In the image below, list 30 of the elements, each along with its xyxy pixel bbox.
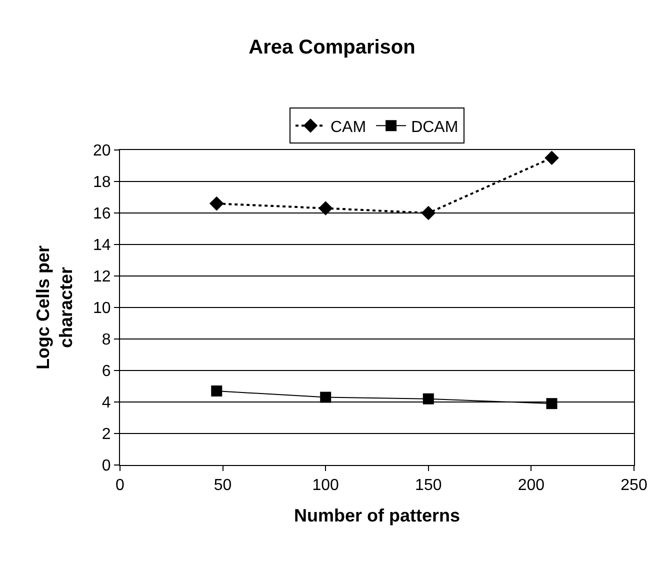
x-tick-label: 100 — [312, 477, 340, 494]
x-tick-label: 0 — [116, 477, 125, 494]
y-tick-label: 12 — [93, 268, 111, 286]
x-axis-title: Number of patterns — [294, 505, 460, 526]
point — [209, 196, 224, 211]
point — [318, 201, 333, 216]
chart-title: Area Comparison — [248, 36, 416, 59]
point — [211, 385, 222, 396]
y-tick-label: 2 — [102, 426, 111, 444]
y-tick-label: 10 — [93, 300, 111, 318]
legend-label: CAM — [330, 118, 366, 136]
point — [544, 150, 559, 166]
y-tick-label: 14 — [93, 237, 111, 254]
legend-label: DCAM — [411, 118, 458, 136]
point — [422, 393, 434, 404]
x-tick-label: 50 — [214, 477, 232, 494]
point — [546, 398, 558, 410]
x-tick-label: 200 — [518, 477, 545, 494]
point — [421, 206, 436, 220]
y-axis-title: Logc Cells per character — [32, 245, 76, 370]
x-tick-label: 250 — [620, 477, 648, 494]
y-tick-label: 6 — [102, 363, 111, 380]
y-tick-label: 4 — [102, 394, 111, 412]
point — [320, 392, 332, 403]
y-tick-label: 18 — [93, 174, 111, 192]
y-tick-label: 0 — [102, 458, 111, 475]
y-tick-label: 8 — [102, 332, 111, 349]
x-tick-label: 150 — [415, 477, 442, 494]
y-tick-label: 16 — [93, 206, 111, 223]
y-tick-label: 20 — [93, 142, 111, 160]
